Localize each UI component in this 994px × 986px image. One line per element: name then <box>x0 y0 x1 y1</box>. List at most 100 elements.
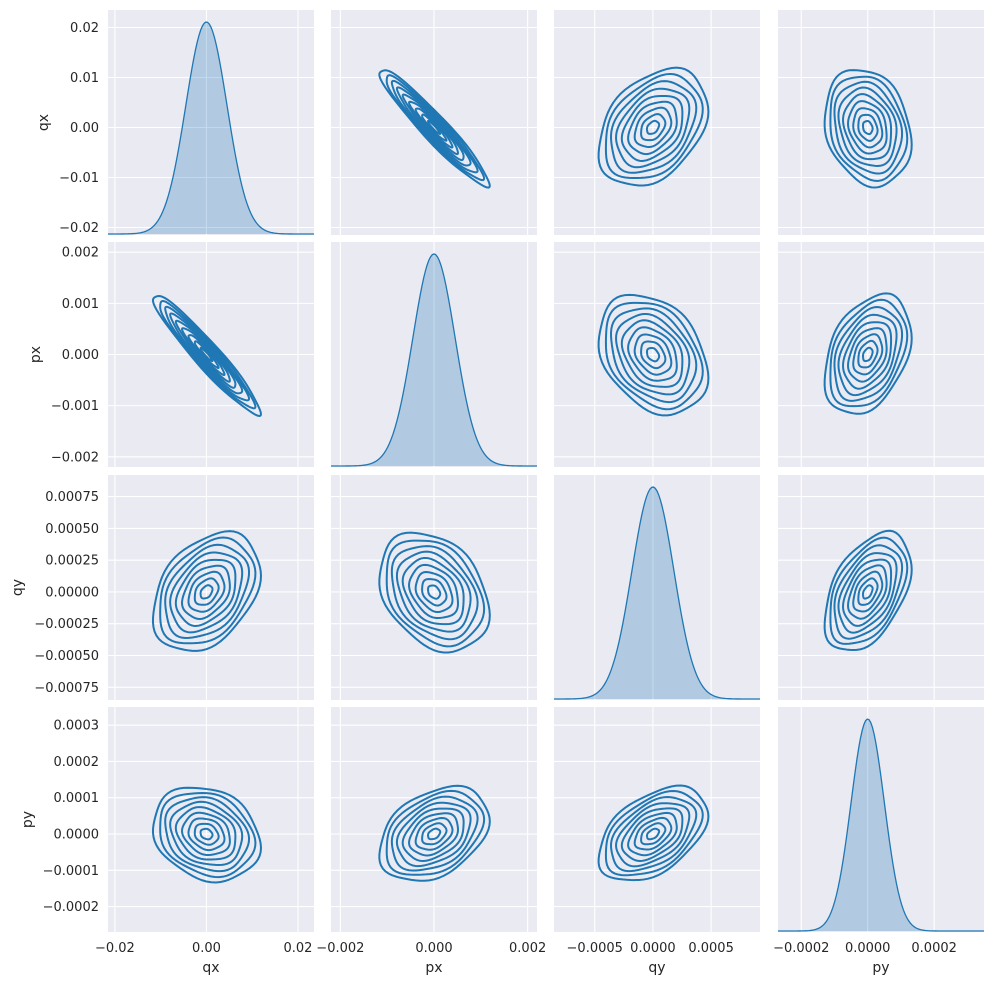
y-tick-label: 0.001 <box>62 297 99 312</box>
y-tick-label: −0.02 <box>59 221 99 236</box>
kde-contour <box>615 87 691 169</box>
kde-contour <box>427 827 442 841</box>
y-tick-label: 0.01 <box>70 71 99 86</box>
kde-contour <box>199 827 214 841</box>
y-tick-label: 0.00 <box>70 121 99 136</box>
kde-contour <box>604 301 704 411</box>
kde-contour <box>390 795 479 872</box>
y-tick-label: −0.001 <box>51 399 99 414</box>
y-tick-label: 0.002 <box>62 246 99 261</box>
kde-contour <box>385 74 486 182</box>
kde-contour <box>427 119 442 135</box>
kde-contour <box>633 816 673 851</box>
kde-contour <box>408 563 459 620</box>
kde-area <box>554 487 760 699</box>
kde-contour <box>390 545 479 641</box>
kde-contour <box>862 346 874 363</box>
kde-contour <box>627 326 678 382</box>
panel-py-qx <box>108 707 314 932</box>
kde-curve <box>108 21 314 235</box>
x-axis-label: py <box>872 960 889 976</box>
panel-plot-area <box>331 253 537 467</box>
kde-contour <box>633 333 673 376</box>
y-tick-label: −0.00050 <box>34 649 99 664</box>
y-tick-label: 0.00000 <box>45 585 99 600</box>
y-tick-label: 0.000 <box>62 348 99 363</box>
y-tick-label: 0.00050 <box>45 522 99 537</box>
x-tick-label: 0.0000 <box>845 941 891 956</box>
kde-contour <box>401 556 465 626</box>
panel-plot-area <box>378 531 491 654</box>
panel-plot-area <box>378 784 491 882</box>
kde-contour <box>181 327 231 383</box>
kde-contour <box>857 577 879 606</box>
panel-px-px <box>331 242 537 467</box>
kde-contour <box>615 802 691 868</box>
panel-py-px <box>331 707 537 932</box>
kde-contour <box>833 306 904 402</box>
kde-contour <box>857 113 879 142</box>
kde-contour <box>852 570 884 613</box>
kde-area <box>108 22 314 234</box>
kde-contour <box>597 66 710 187</box>
panel-plot-area <box>108 21 314 235</box>
kde-contour <box>842 558 893 627</box>
kde-contour <box>833 80 904 175</box>
y-tick-label: −0.01 <box>59 171 99 186</box>
kde-contour <box>852 333 884 376</box>
kde-contour <box>857 339 879 369</box>
kde-contour <box>823 69 913 189</box>
kde-contour <box>862 584 874 600</box>
kde-contour <box>199 584 214 600</box>
y-tick-label: −0.002 <box>51 450 99 465</box>
kde-contour <box>842 93 893 161</box>
kde-contour <box>620 94 684 162</box>
x-tick-label: 0.000 <box>415 941 452 956</box>
y-tick-label: 0.00025 <box>45 554 99 569</box>
y-tick-label: −0.0001 <box>43 864 99 879</box>
panel-qy-qy <box>554 475 760 700</box>
kde-contour <box>174 806 237 861</box>
kde-curve <box>554 486 760 700</box>
kde-contour <box>421 578 448 607</box>
kde-contour <box>401 807 465 863</box>
kde-contour <box>829 536 909 645</box>
panel-plot-area <box>151 295 262 417</box>
kde-contour <box>837 313 898 397</box>
kde-contour <box>401 93 465 162</box>
x-axis-label: qx <box>202 960 219 976</box>
panel-background <box>778 475 984 700</box>
x-axis-label: px <box>425 960 442 976</box>
y-axis-label: py <box>20 811 36 828</box>
kde-contour <box>385 789 486 876</box>
x-tick-label: −0.0002 <box>773 941 829 956</box>
kde-contour <box>852 107 884 149</box>
kde-contour <box>169 312 244 395</box>
y-tick-label: 0.02 <box>70 21 99 36</box>
kde-contour <box>640 340 667 370</box>
kde-contour <box>385 539 486 648</box>
kde-contour <box>862 120 874 136</box>
kde-contour <box>604 72 704 179</box>
kde-contour <box>159 536 257 645</box>
kde-contour <box>421 113 448 142</box>
panel-px-qx <box>108 242 314 467</box>
x-tick-label: 0.0005 <box>688 941 734 956</box>
kde-contour <box>414 817 454 851</box>
kde-contour <box>823 529 913 652</box>
x-tick-label: 0.02 <box>284 941 313 956</box>
panel-plot-area <box>823 292 913 415</box>
kde-contour <box>151 295 262 417</box>
x-axis-label: qy <box>648 960 665 976</box>
x-tick-label: 0.00 <box>192 941 221 956</box>
panel-py-qy <box>554 707 760 932</box>
x-tick-label: 0.0002 <box>911 941 957 956</box>
kde-contour <box>837 86 898 167</box>
kde-contour <box>187 334 226 377</box>
kde-contour <box>187 570 226 613</box>
kde-contour <box>169 551 244 634</box>
x-tick-label: 0.002 <box>509 941 546 956</box>
kde-contour <box>604 789 704 877</box>
kde-contour <box>620 319 684 388</box>
kde-contour <box>421 822 448 846</box>
